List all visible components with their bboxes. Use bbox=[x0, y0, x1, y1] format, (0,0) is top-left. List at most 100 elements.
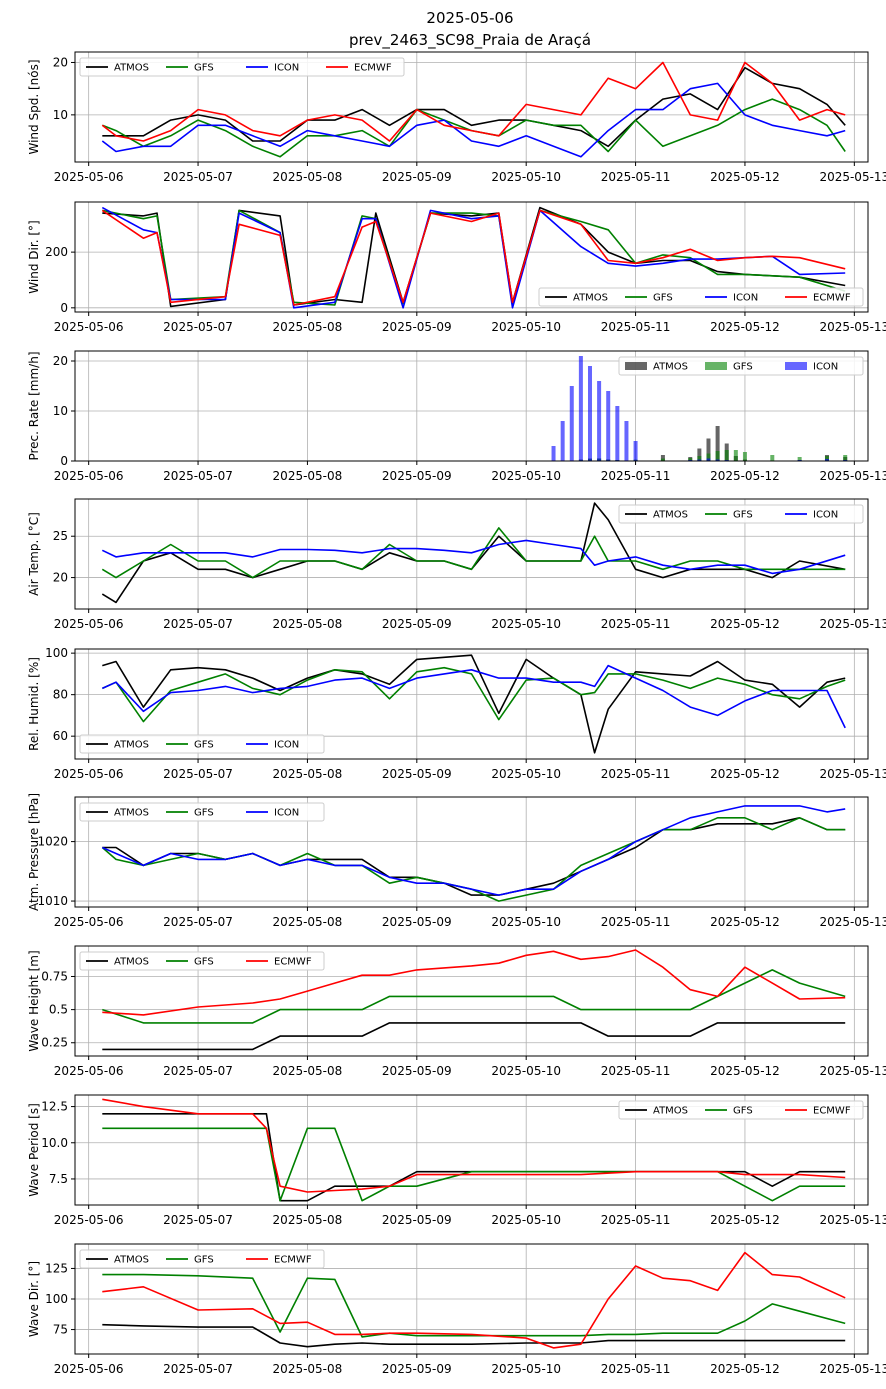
x-tick-label: 2025-05-07 bbox=[163, 469, 233, 483]
legend-swatch bbox=[785, 362, 807, 370]
bar-gfs-11 bbox=[688, 458, 693, 461]
legend-box bbox=[79, 1249, 325, 1269]
x-tick-label: 2025-05-11 bbox=[601, 320, 671, 334]
legend-box bbox=[79, 951, 325, 971]
x-tick-label: 2025-05-10 bbox=[491, 915, 561, 929]
series-line-gfs bbox=[102, 1127, 846, 1202]
legend: ATMOS GFS ICON bbox=[79, 734, 325, 754]
wave_period-series bbox=[102, 1098, 846, 1202]
bar-icon-9 bbox=[633, 441, 638, 461]
legend: ATMOS GFS ICON bbox=[618, 356, 864, 376]
x-tick-label: 2025-05-12 bbox=[710, 1213, 780, 1227]
x-tick-label: 2025-05-07 bbox=[163, 915, 233, 929]
x-tick-label: 2025-05-13 bbox=[819, 320, 886, 334]
x-tick-label: 2025-05-09 bbox=[382, 1362, 452, 1376]
x-tick-label: 2025-05-08 bbox=[273, 469, 343, 483]
x-tick-label: 2025-05-13 bbox=[819, 170, 886, 184]
series-line-icon bbox=[101, 82, 846, 158]
y-axis-label: Wave Height [m] bbox=[27, 950, 41, 1051]
legend-label: ICON bbox=[813, 362, 838, 373]
x-tick-label: 2025-05-09 bbox=[382, 767, 452, 781]
wave_dir-series bbox=[102, 1251, 846, 1349]
bar-icon-3 bbox=[578, 356, 583, 461]
y-tick-label: 0.25 bbox=[41, 1036, 68, 1050]
bar-icon-6 bbox=[606, 391, 611, 461]
y-tick-label: 0.75 bbox=[41, 969, 68, 983]
x-tick-label: 2025-05-10 bbox=[491, 617, 561, 631]
x-tick-label: 2025-05-11 bbox=[601, 1064, 671, 1078]
x-tick-label: 2025-05-11 bbox=[601, 1213, 671, 1227]
plot-frame bbox=[74, 350, 869, 462]
panel-wind_speed: 10 20 2025-05-06 2025-05-07 2025-05-08 2025-0… bbox=[27, 51, 886, 184]
bar-atmos-14 bbox=[715, 426, 720, 461]
x-tick-label: 2025-05-10 bbox=[491, 170, 561, 184]
x-tick-label: 2025-05-09 bbox=[382, 1213, 452, 1227]
wave_height-series bbox=[102, 949, 846, 1051]
plot-frame bbox=[74, 1094, 869, 1206]
x-tick-label: 2025-05-09 bbox=[382, 915, 452, 929]
bar-gfs-18 bbox=[770, 455, 775, 461]
y-tick-label: 0.5 bbox=[49, 1003, 68, 1017]
plot-frame bbox=[74, 201, 869, 313]
x-tick-label: 2025-05-13 bbox=[819, 915, 886, 929]
legend-label: ATMOS bbox=[653, 1106, 688, 1117]
figure-title-date: 2025-05-06 bbox=[426, 9, 513, 27]
y-tick-label: 100 bbox=[45, 646, 68, 660]
bar-icon-2 bbox=[569, 386, 574, 461]
series-line-atmos bbox=[102, 654, 846, 754]
x-tick-label: 2025-05-06 bbox=[54, 1213, 124, 1227]
bar-gfs-13 bbox=[706, 453, 711, 461]
bar-icon-0 bbox=[551, 446, 556, 461]
legend-label: ECMWF bbox=[354, 63, 392, 74]
bar-gfs-15 bbox=[724, 450, 729, 461]
x-tick-label: 2025-05-09 bbox=[382, 1064, 452, 1078]
legend-box bbox=[618, 356, 864, 376]
x-tick-label: 2025-05-06 bbox=[54, 469, 124, 483]
y-tick-label: 1020 bbox=[37, 835, 68, 849]
bar-icon-5 bbox=[597, 381, 602, 461]
legend-box bbox=[618, 504, 864, 524]
x-tick-label: 2025-05-13 bbox=[819, 469, 886, 483]
series-line-gfs bbox=[101, 666, 846, 723]
y-axis-label: Wind Spd. [nós] bbox=[27, 59, 41, 154]
x-tick-label: 2025-05-13 bbox=[819, 1064, 886, 1078]
y-tick-label: 200 bbox=[45, 245, 68, 259]
legend-label: ATMOS bbox=[114, 1255, 149, 1266]
legend: ATMOS GFS ICON ECMWF bbox=[538, 287, 864, 307]
x-tick-label: 2025-05-10 bbox=[491, 767, 561, 781]
legend-label: GFS bbox=[733, 510, 753, 521]
legend-box bbox=[538, 287, 864, 307]
bar-gfs-17 bbox=[742, 452, 747, 461]
y-tick-label: 75 bbox=[53, 1323, 68, 1337]
air_temp-series bbox=[101, 502, 846, 604]
y-tick-label: 10 bbox=[53, 404, 68, 418]
series-line-ecmwf bbox=[101, 61, 846, 142]
x-tick-label: 2025-05-13 bbox=[819, 617, 886, 631]
x-tick-label: 2025-05-07 bbox=[163, 170, 233, 184]
x-tick-label: 2025-05-10 bbox=[491, 320, 561, 334]
x-tick-label: 2025-05-07 bbox=[163, 1064, 233, 1078]
bar-atmos-12 bbox=[697, 448, 702, 461]
y-tick-label: 1010 bbox=[37, 894, 68, 908]
legend-label: ICON bbox=[733, 293, 758, 304]
x-tick-label: 2025-05-12 bbox=[710, 320, 780, 334]
x-tick-label: 2025-05-12 bbox=[710, 469, 780, 483]
panel-air_temp: 20 25 2025-05-06 2025-05-07 2025-05-08 2025-0… bbox=[27, 498, 886, 631]
legend-label: GFS bbox=[194, 740, 214, 751]
x-tick-label: 2025-05-06 bbox=[54, 915, 124, 929]
legend: ATMOS GFS ICON bbox=[79, 802, 325, 822]
legend: ATMOS GFS ICON bbox=[618, 504, 864, 524]
series-line-ecmwf bbox=[101, 209, 846, 306]
plot-frame bbox=[74, 945, 869, 1057]
x-tick-label: 2025-05-10 bbox=[491, 1213, 561, 1227]
legend-label: ATMOS bbox=[573, 293, 608, 304]
x-tick-label: 2025-05-06 bbox=[54, 1362, 124, 1376]
y-tick-label: 25 bbox=[53, 529, 68, 543]
series-line-icon bbox=[101, 539, 846, 575]
x-tick-label: 2025-05-09 bbox=[382, 469, 452, 483]
x-tick-label: 2025-05-06 bbox=[54, 170, 124, 184]
legend-label: GFS bbox=[194, 1255, 214, 1266]
x-tick-label: 2025-05-12 bbox=[710, 617, 780, 631]
legend-label: ICON bbox=[813, 510, 838, 521]
legend-label: ICON bbox=[274, 808, 299, 819]
